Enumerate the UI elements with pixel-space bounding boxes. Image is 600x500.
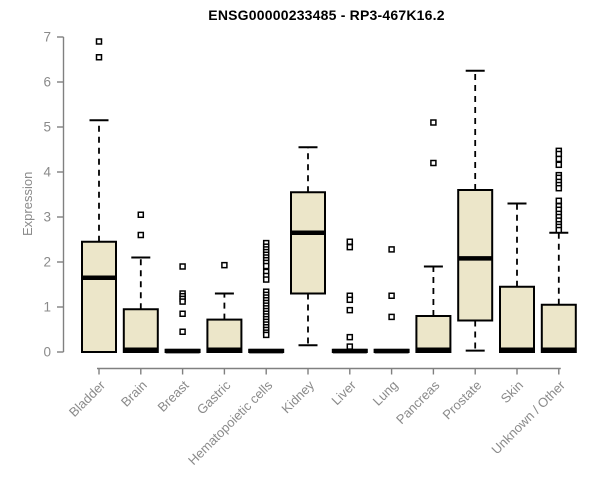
outlier-point bbox=[555, 155, 563, 163]
outlier-point bbox=[388, 313, 395, 321]
box-bladder bbox=[81, 38, 117, 353]
y-tick-label: 5 bbox=[43, 120, 51, 135]
box-breast bbox=[164, 263, 201, 354]
iqr-box bbox=[499, 285, 535, 353]
outlier-point bbox=[346, 306, 354, 314]
iqr-box bbox=[290, 191, 326, 295]
outlier-point bbox=[179, 298, 186, 305]
x-tick-label-bladder: Bladder bbox=[66, 377, 109, 420]
iqr-box bbox=[457, 189, 494, 322]
outlier-point bbox=[346, 333, 354, 341]
y-tick-label: 0 bbox=[43, 345, 51, 360]
box-unknown-other bbox=[540, 147, 577, 353]
outlier-point bbox=[346, 238, 354, 245]
box-prostate bbox=[457, 69, 494, 352]
outlier-point bbox=[555, 161, 563, 169]
y-tick-label: 2 bbox=[43, 255, 51, 270]
x-tick-label-prostate: Prostate bbox=[439, 378, 484, 423]
x-tick-label-breast: Breast bbox=[155, 377, 192, 414]
y-tick-label: 7 bbox=[43, 30, 51, 45]
outlier-point bbox=[555, 184, 563, 192]
y-tick-label: 4 bbox=[43, 165, 51, 180]
chart-title: ENSG00000233485 - RP3-467K16.2 bbox=[208, 7, 445, 23]
iqr-box bbox=[81, 240, 117, 353]
box-skin bbox=[499, 202, 535, 353]
x-tick-label-pancreas: Pancreas bbox=[393, 377, 443, 427]
box-brain bbox=[122, 211, 159, 353]
x-tick-label-lung: Lung bbox=[370, 378, 401, 409]
box-lung bbox=[373, 246, 410, 354]
outlier-point bbox=[179, 328, 186, 335]
outlier-point bbox=[346, 243, 354, 251]
outlier-point bbox=[388, 246, 395, 253]
outlier-point bbox=[179, 310, 186, 317]
outlier-point bbox=[555, 226, 563, 234]
outlier-point bbox=[346, 296, 354, 304]
box-kidney bbox=[290, 146, 326, 347]
iqr-box bbox=[415, 315, 452, 353]
outlier-point bbox=[555, 197, 563, 205]
x-tick-label-brain: Brain bbox=[118, 378, 150, 410]
box-hematopoietic-cells bbox=[248, 239, 285, 354]
outlier-point bbox=[179, 263, 186, 270]
outlier-point bbox=[346, 343, 354, 350]
outlier-point bbox=[430, 119, 437, 126]
outlier-point bbox=[262, 276, 270, 283]
iqr-box bbox=[540, 303, 577, 353]
outlier-point bbox=[137, 231, 145, 239]
box-pancreas bbox=[415, 119, 452, 353]
x-tick-label-gastric: Gastric bbox=[194, 377, 234, 417]
outlier-point bbox=[137, 211, 145, 218]
y-tick-label: 6 bbox=[43, 75, 51, 90]
y-tick-label: 3 bbox=[43, 210, 51, 225]
x-tick-label-skin: Skin bbox=[498, 378, 526, 406]
box-liver bbox=[331, 238, 368, 354]
outlier-point bbox=[262, 331, 270, 339]
outlier-point bbox=[388, 292, 395, 299]
x-tick-label-kidney: Kidney bbox=[278, 377, 317, 416]
x-tick-label-unknown-other: Unknown / Other bbox=[488, 377, 568, 457]
outlier-point bbox=[95, 54, 103, 61]
iqr-box bbox=[122, 308, 159, 353]
outlier-point bbox=[221, 261, 228, 269]
iqr-box bbox=[206, 318, 243, 354]
outlier-point bbox=[430, 159, 437, 167]
outlier-point bbox=[95, 38, 103, 45]
outlier-point bbox=[262, 262, 270, 270]
x-tick-label-liver: Liver bbox=[328, 377, 359, 408]
y-tick-label: 1 bbox=[43, 300, 51, 315]
box-gastric bbox=[206, 261, 243, 354]
